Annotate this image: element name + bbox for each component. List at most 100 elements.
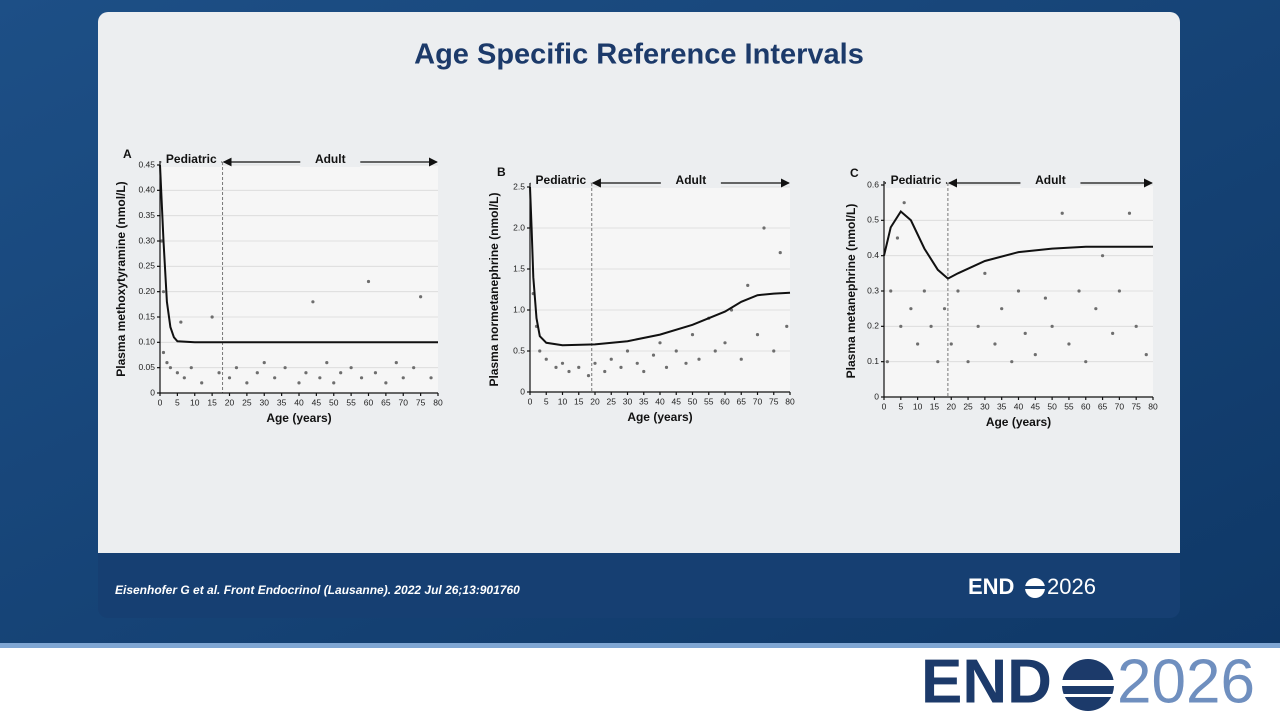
x-tick-label: 10	[190, 397, 200, 407]
x-axis-label: Age (years)	[627, 410, 692, 424]
plot-area	[160, 165, 438, 393]
data-point	[916, 342, 920, 346]
logo-brand: END	[921, 647, 1052, 716]
footer-logo: END 2026	[968, 574, 1096, 599]
region-label-bg	[1020, 174, 1081, 188]
x-tick-label: 10	[913, 401, 923, 411]
y-tick-label: 0.3	[867, 285, 879, 295]
data-point	[1134, 324, 1138, 328]
data-point	[1023, 331, 1027, 335]
data-point	[1077, 289, 1081, 293]
y-tick-label: 0	[520, 386, 525, 396]
slide-title: Age Specific Reference Intervals	[414, 39, 864, 71]
region-label-bg	[530, 174, 591, 188]
y-tick-label: 0	[874, 391, 879, 401]
region-label: Adult	[315, 152, 346, 166]
data-point	[885, 360, 889, 364]
data-point	[384, 381, 388, 385]
x-tick-label: 50	[329, 397, 339, 407]
y-tick-label: 0	[150, 387, 155, 397]
region-label-bg	[300, 153, 361, 167]
data-point	[586, 374, 591, 378]
y-tick-label: 0.15	[138, 311, 155, 321]
x-tick-label: 40	[294, 397, 304, 407]
data-point	[895, 236, 900, 240]
logo-brand: END	[968, 574, 1014, 599]
y-tick-label: 0.1	[867, 356, 879, 366]
data-point	[936, 360, 940, 364]
data-point	[332, 381, 336, 385]
x-tick-label: 35	[277, 397, 287, 407]
chart: 0 0.1 0.2 0.3 0.4 0.5 0.6 0 5 10 15 20 25 30 35 40 45 50 5…	[844, 166, 1158, 429]
data-point	[1016, 289, 1021, 293]
x-tick-label: 60	[1081, 401, 1091, 411]
data-point	[373, 371, 378, 375]
data-point	[311, 300, 315, 304]
logo-globe-stripe	[1024, 586, 1046, 589]
data-point	[339, 371, 343, 375]
region-label: Adult	[676, 173, 707, 187]
data-point	[359, 376, 364, 380]
data-point	[619, 365, 623, 369]
data-point	[1144, 353, 1148, 357]
logo-year: 2026	[1117, 647, 1255, 716]
data-point	[255, 371, 259, 375]
logo-globe-stripe	[1060, 694, 1116, 697]
panel-label: C	[850, 166, 859, 180]
data-point	[227, 376, 232, 380]
x-tick-label: 25	[963, 401, 973, 411]
x-axis-label: Age (years)	[266, 411, 331, 425]
x-tick-label: 80	[1148, 401, 1158, 411]
x-tick-label: 65	[737, 396, 747, 406]
y-tick-label: 0.05	[138, 362, 155, 372]
data-point	[909, 307, 913, 311]
x-tick-label: 35	[639, 396, 649, 406]
data-point	[956, 289, 960, 293]
y-tick-label: 0.6	[867, 179, 879, 189]
x-tick-label: 15	[574, 396, 584, 406]
y-tick-label: 0.30	[138, 235, 155, 245]
data-point	[577, 365, 581, 369]
x-tick-label: 80	[785, 396, 795, 406]
x-tick-label: 70	[753, 396, 763, 406]
data-point	[210, 315, 214, 319]
chart: 0 0.5 1.0 1.5 2.0 2.5 0 5 10 15 20 25 30 35 40 45 50 55 60…	[487, 165, 795, 424]
data-point	[1111, 331, 1115, 335]
data-point	[544, 357, 548, 361]
x-tick-label: 55	[1064, 401, 1074, 411]
data-point	[560, 361, 565, 365]
data-point	[283, 366, 287, 370]
data-point	[429, 376, 433, 380]
reference-curve	[159, 164, 438, 344]
x-tick-label: 15	[207, 397, 217, 407]
logo-year: 2026	[1047, 574, 1096, 599]
x-tick-label: 20	[225, 397, 235, 407]
logo-globe-stripe	[1060, 680, 1116, 686]
data-point	[983, 271, 987, 275]
data-point	[966, 360, 970, 364]
x-tick-label: 5	[175, 397, 180, 407]
y-tick-label: 0.5	[513, 345, 525, 355]
panel-label: A	[123, 147, 132, 161]
data-point	[567, 369, 571, 374]
x-tick-label: 0	[158, 397, 163, 407]
data-point	[976, 324, 980, 328]
x-tick-label: 75	[769, 396, 779, 406]
data-point	[394, 361, 398, 365]
x-tick-label: 25	[607, 396, 617, 406]
x-tick-label: 75	[1131, 401, 1141, 411]
x-tick-label: 0	[882, 401, 887, 411]
data-point	[723, 341, 727, 345]
data-point	[161, 350, 166, 355]
data-point	[161, 290, 166, 294]
x-tick-label: 40	[655, 396, 665, 406]
data-point	[366, 279, 371, 284]
data-point	[902, 201, 906, 205]
x-tick-label: 20	[590, 396, 600, 406]
data-point	[217, 371, 221, 375]
chart: 00.050.100.150.200.250.300.350.400.450 5 1…	[114, 147, 443, 425]
data-point	[554, 365, 558, 369]
x-tick-label: 60	[364, 397, 374, 407]
data-point	[1127, 211, 1132, 215]
data-point	[635, 361, 639, 365]
